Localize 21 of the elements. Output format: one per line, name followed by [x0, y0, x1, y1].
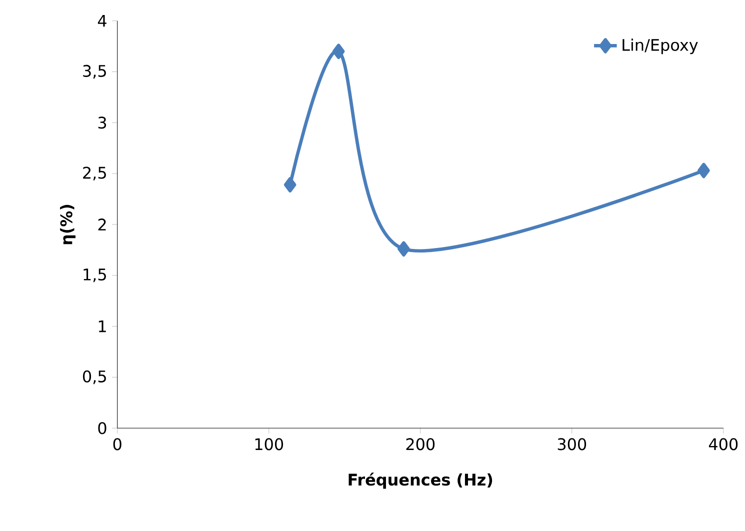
x-tick-label: 100 [255, 438, 284, 450]
y-tick-label: 0,5 [82, 370, 106, 384]
y-tick-label: 0 [98, 422, 106, 434]
point [284, 177, 296, 192]
y-tick-label: 3 [98, 116, 106, 129]
point [332, 44, 345, 59]
x-tick-label: 200 [406, 438, 435, 450]
y-tick-label: 2,5 [83, 166, 106, 180]
x-tick-label: 300 [558, 438, 586, 450]
x-tick-label: 0 [113, 438, 122, 450]
x-tick-label: 400 [708, 438, 738, 450]
y-tick-label: 2 [98, 218, 106, 230]
y-tick-label: 3,5 [83, 64, 106, 79]
legend-label: Lin/Epoxy [622, 38, 698, 54]
y-tick-label: 1 [98, 320, 106, 332]
x-axis-title: Fréquences (Hz) [348, 472, 492, 489]
y-tick-label: 1,5 [84, 268, 106, 282]
y-tick-label: 4 [98, 14, 106, 27]
point [398, 241, 410, 257]
y-axis-title: η(%) [60, 204, 76, 244]
point [698, 162, 710, 178]
